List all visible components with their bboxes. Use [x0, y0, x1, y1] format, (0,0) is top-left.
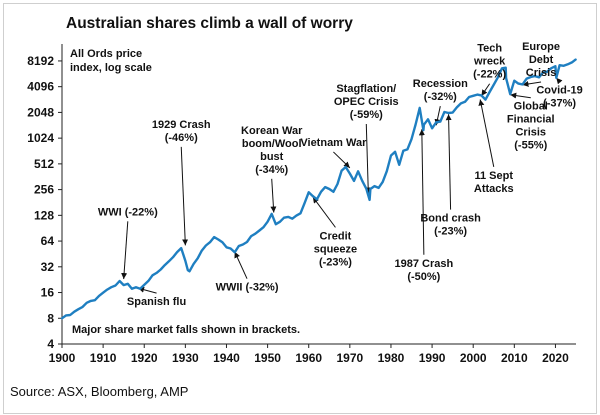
- x-tick-label: 2000: [460, 351, 487, 365]
- annotation-arrow: [333, 151, 351, 169]
- y-tick-label: 4: [47, 337, 54, 351]
- y-tick-label: 32: [41, 260, 55, 274]
- annotation-labels: WWI (-22%) Spanish flu 1929 Crash (-46%) Kor…: [98, 41, 583, 308]
- y-tick-label: 8: [47, 311, 54, 325]
- x-tick-label: 1980: [378, 351, 405, 365]
- annotation-arrow: [510, 92, 531, 99]
- y-tick-label: 1024: [27, 131, 54, 145]
- x-tick-label: 2010: [501, 351, 528, 365]
- x-tick-label: 1970: [336, 351, 363, 365]
- x-tick-label: 1950: [254, 351, 281, 365]
- annotation-label: 1929 Crash (-46%): [152, 119, 211, 144]
- annotation-arrow: [478, 99, 495, 167]
- y-tick-label: 512: [34, 157, 54, 171]
- subtitle-line-1: All Ords price: [70, 48, 142, 60]
- x-tick-label: 1930: [172, 351, 199, 365]
- y-tick-label: 64: [41, 234, 55, 248]
- annotation-arrows: [121, 77, 563, 294]
- x-tick-label: 2020: [542, 351, 569, 365]
- annotation-arrow: [234, 251, 248, 279]
- series-group: [60, 58, 577, 320]
- annotation-label: Covid-19 (-37%): [536, 85, 582, 110]
- annotation-label: Credit squeeze (-23%): [314, 230, 357, 268]
- annotation-label: Spanish flu: [127, 296, 186, 308]
- chart-title: Australian shares climb a wall of worry: [66, 15, 353, 32]
- annotation-arrow: [365, 123, 372, 194]
- y-tick-label: 8192: [27, 54, 54, 68]
- annotation-label: Bond crash (-23%): [420, 213, 481, 238]
- x-tick-label: 1900: [49, 351, 76, 365]
- annotation-label: WWII (-32%): [216, 282, 279, 294]
- annotation-arrow: [481, 83, 491, 97]
- annotation-label: Global Financial Crisis (-55%): [507, 101, 555, 152]
- y-tick-label: 4096: [27, 80, 54, 94]
- annotation-label: WWI (-22%): [98, 206, 158, 218]
- x-tick-label: 1940: [213, 351, 240, 365]
- axes: 1900 1910 1920 1930 1940 1950 1960 1970 1980 1990…: [27, 44, 576, 365]
- chart-frame: [3, 3, 597, 414]
- annotation-label: Korean War boom/Wool bust (-34%): [241, 125, 303, 176]
- annotation-label: Europe Debt Crisis: [522, 41, 560, 79]
- series-line: [60, 58, 577, 320]
- annotation-label: Recession (-32%): [413, 78, 468, 103]
- annotation-label: Stagflation/OPEC Crisis (-59%): [334, 83, 399, 121]
- annotation-arrow: [180, 146, 189, 246]
- annotation-label: 11 Sept Attacks: [474, 170, 514, 195]
- y-tick-label: 256: [34, 183, 54, 197]
- y-tick-label: 128: [34, 208, 54, 222]
- annotation-label: Tech wreck (-22%): [473, 43, 506, 81]
- annotation-arrow: [312, 196, 336, 228]
- x-tick-label: 1960: [295, 351, 322, 365]
- annotation-arrow: [418, 129, 425, 255]
- annotation-label: 1987 Crash (-50%): [394, 258, 453, 283]
- annotation-arrow: [522, 80, 542, 87]
- x-tick-label: 1910: [90, 351, 117, 365]
- subtitle-line-2: index, log scale: [70, 62, 152, 74]
- x-tick-label: 1920: [131, 351, 158, 365]
- y-tick-label: 2048: [27, 105, 54, 119]
- annotation-label: Vietnam War: [300, 137, 367, 149]
- annotation-arrow: [445, 114, 452, 210]
- annotation-arrow: [270, 178, 277, 213]
- source-note: Source: ASX, Bloomberg, AMP: [10, 384, 188, 399]
- y-tick-label: 16: [41, 286, 55, 300]
- footnote: Major share market falls shown in bracke…: [72, 324, 300, 336]
- annotation-arrow: [121, 221, 129, 280]
- x-tick-label: 1990: [419, 351, 446, 365]
